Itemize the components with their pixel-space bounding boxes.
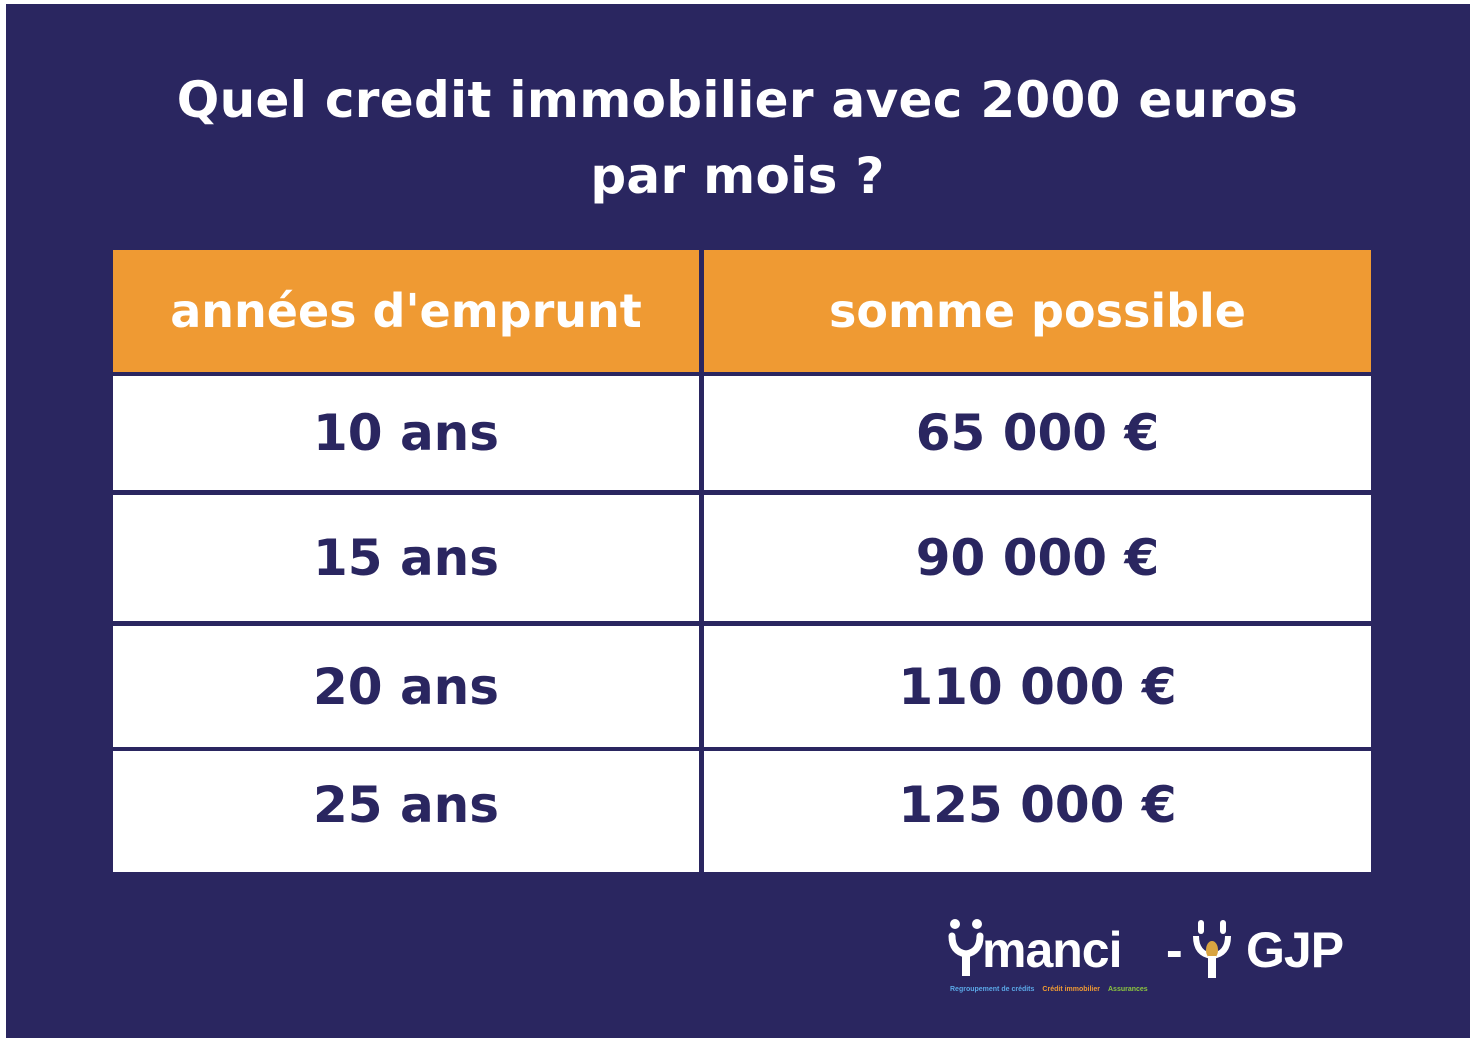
tagline-assurances: Assurances: [1108, 986, 1148, 993]
header-amount: somme possible: [704, 250, 1371, 372]
tagline-regroupement: Regroupement de crédits: [950, 986, 1035, 993]
header-years: années d'emprunt: [113, 250, 699, 372]
credit-table: années d'emprunt somme possible 10 ans 6…: [113, 250, 1371, 872]
table-row-1-amount: 65 000 €: [704, 376, 1371, 490]
page-title: Quel credit immobilier avec 2000 euros p…: [0, 62, 1475, 214]
logo-tagline: Regroupement de crédits Crédit immobilier…: [950, 986, 1148, 993]
table-row-1-years: 10 ans: [113, 376, 699, 490]
table-row-4-amount: 125 000 €: [704, 751, 1371, 872]
ymanci-wordmark: manci: [982, 922, 1123, 978]
table-row-2-amount: 90 000 €: [704, 495, 1371, 621]
table-row-4-years: 25 ans: [113, 751, 699, 872]
logo-dash: -: [1166, 922, 1183, 978]
title-line-1: Quel credit immobilier avec 2000 euros: [176, 71, 1299, 129]
tagline-credit: Crédit immobilier: [1042, 986, 1100, 993]
gjp-emblem-icon: [1193, 920, 1231, 978]
table-row-3-years: 20 ans: [113, 626, 699, 747]
title-line-2: par mois ?: [590, 147, 885, 205]
ymanci-y-icon: [948, 919, 984, 976]
gjp-wordmark: GJP: [1246, 922, 1344, 978]
table-row-3-amount: 110 000 €: [704, 626, 1371, 747]
table-row-2-years: 15 ans: [113, 495, 699, 621]
brand-logo: manci - GJP Regroupement de crédits Crédi…: [948, 910, 1378, 1000]
